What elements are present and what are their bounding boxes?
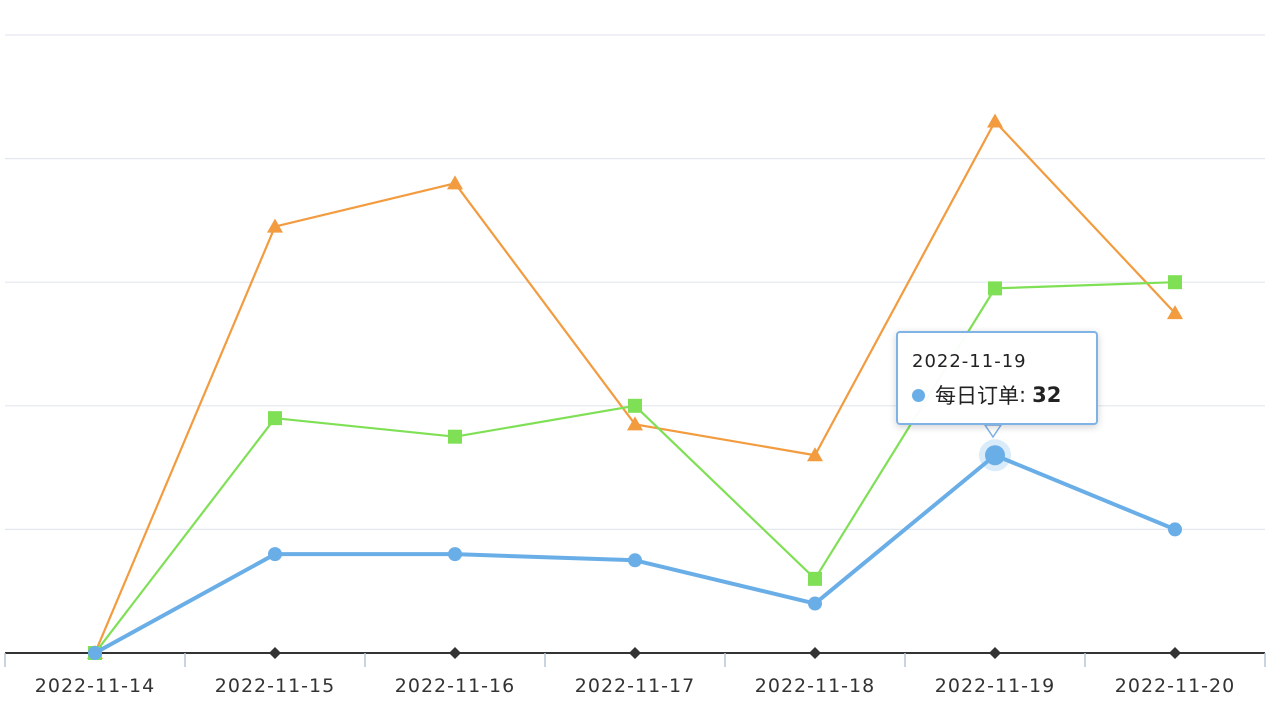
- data-point[interactable]: [808, 596, 822, 611]
- grid-lines: [5, 34, 1265, 531]
- data-point[interactable]: [267, 218, 283, 233]
- data-point[interactable]: [1168, 522, 1182, 537]
- data-point[interactable]: [807, 447, 823, 462]
- x-tick-label: 2022-11-20: [1115, 675, 1235, 697]
- series-triangle: [87, 113, 1183, 659]
- series-circle: [88, 439, 1182, 660]
- data-point[interactable]: [448, 429, 462, 444]
- x-tick-label: 2022-11-14: [35, 675, 155, 697]
- tooltip-row: 每日订单: 32: [912, 380, 1082, 410]
- data-point[interactable]: [628, 398, 642, 413]
- data-point[interactable]: [1167, 305, 1183, 320]
- x-axis-point-marker: [989, 647, 1001, 659]
- data-point[interactable]: [88, 646, 102, 660]
- chart-tooltip: 2022-11-19 每日订单: 32: [896, 331, 1098, 425]
- data-point[interactable]: [627, 416, 643, 431]
- data-point[interactable]: [628, 553, 642, 568]
- series-layer: [87, 113, 1183, 660]
- tooltip-series-name: 每日订单: [935, 384, 1019, 408]
- x-axis-point-marker: [809, 647, 821, 659]
- x-tick-label: 2022-11-16: [395, 675, 515, 697]
- x-axis: [4, 647, 1266, 667]
- data-point[interactable]: [988, 281, 1002, 296]
- data-point[interactable]: [808, 571, 822, 586]
- tooltip-separator: :: [1019, 383, 1027, 407]
- x-axis-point-marker: [269, 647, 281, 659]
- x-tick-label: 2022-11-19: [935, 675, 1055, 697]
- x-tick-label: 2022-11-18: [755, 675, 875, 697]
- data-point[interactable]: [1168, 275, 1182, 290]
- data-point[interactable]: [448, 547, 462, 562]
- x-axis-point-marker: [1169, 647, 1181, 659]
- data-point[interactable]: [985, 445, 1005, 466]
- x-axis-point-marker: [629, 647, 641, 659]
- tooltip-series-dot: [912, 388, 925, 402]
- x-tick-label: 2022-11-15: [215, 675, 335, 697]
- tooltip-value: 32: [1032, 383, 1062, 407]
- data-point[interactable]: [268, 411, 282, 426]
- x-tick-label: 2022-11-17: [575, 675, 695, 697]
- data-point[interactable]: [447, 175, 463, 190]
- series-square: [88, 275, 1182, 660]
- x-axis-point-marker: [449, 647, 461, 659]
- x-tick-labels: 2022-11-14 2022-11-15 2022-11-16 2022-11-17…: [35, 675, 1235, 697]
- data-point[interactable]: [268, 547, 282, 562]
- tooltip-pointer: [983, 424, 1003, 439]
- tooltip-date: 2022-11-19: [912, 351, 1027, 372]
- data-point[interactable]: [987, 113, 1003, 128]
